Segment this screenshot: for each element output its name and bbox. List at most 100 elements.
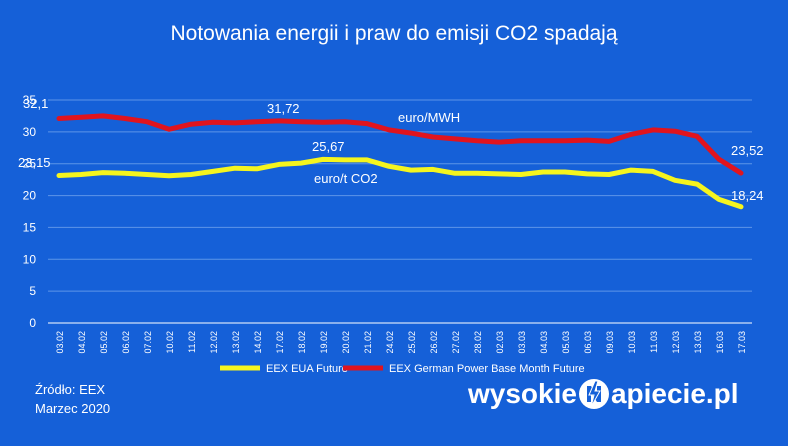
annotation-power-start: 32,1 (23, 96, 48, 111)
y-tick-label: 35 (23, 93, 37, 107)
lightning-n-icon (578, 379, 609, 409)
x-tick-label: 13.02 (231, 331, 241, 354)
brand-logo[interactable]: wysokie apiecie.pl (468, 378, 739, 410)
y-tick-label: 20 (23, 189, 37, 203)
y-tick-labels: 0 5 10 15 20 25 30 35 (23, 93, 37, 330)
data-point (718, 158, 720, 160)
data-point (124, 172, 126, 174)
data-point (652, 129, 654, 131)
data-point (542, 140, 544, 142)
x-tick-label: 16.03 (715, 331, 725, 354)
data-point (696, 135, 698, 137)
x-tick-label: 02.03 (495, 331, 505, 354)
x-tick-label: 20.02 (341, 331, 351, 354)
data-point (564, 171, 566, 173)
data-point (476, 140, 478, 142)
data-point (146, 174, 148, 176)
data-point (498, 141, 500, 143)
data-point (410, 132, 412, 134)
data-point (388, 165, 390, 167)
x-tick-label: 12.03 (671, 331, 681, 354)
data-point (212, 121, 214, 123)
data-point (234, 122, 236, 124)
data-point (630, 169, 632, 171)
x-tick-label: 10.03 (627, 331, 637, 354)
data-point (520, 174, 522, 176)
data-point (542, 171, 544, 173)
x-tick-label: 04.02 (77, 331, 87, 354)
data-point (146, 121, 148, 123)
x-tick-label: 28.02 (473, 331, 483, 354)
data-point (234, 167, 236, 169)
data-point (432, 136, 434, 138)
x-tick-label: 13.03 (693, 331, 703, 354)
data-point (388, 129, 390, 131)
data-point (366, 159, 368, 161)
data-point (586, 139, 588, 141)
x-tick-label: 21.02 (363, 331, 373, 354)
data-point (718, 198, 720, 200)
source-note: Źródło: EEX Marzec 2020 (35, 380, 110, 418)
x-tick-label: 05.02 (99, 331, 109, 354)
y-tick-label: 0 (29, 316, 36, 330)
data-point (80, 174, 82, 176)
data-point (586, 173, 588, 175)
brand-text-part2: apiecie.pl (610, 378, 739, 409)
data-point (322, 121, 324, 123)
data-point (300, 121, 302, 123)
data-point (190, 174, 192, 176)
x-tick-label: 05.03 (561, 331, 571, 354)
data-point (432, 168, 434, 170)
annotation-power-end: 23,52 (731, 143, 764, 158)
brand-text-part1: wysokie (468, 378, 577, 409)
y-tick-label: 15 (23, 220, 37, 234)
data-point (322, 158, 324, 160)
annotation-eua-unit: euro/t CO2 (314, 171, 378, 186)
data-point (476, 172, 478, 174)
annotation-power-unit: euro/MWH (398, 110, 460, 125)
chart-title: Notowania energii i praw do emisji CO2 s… (170, 22, 618, 45)
data-point (212, 170, 214, 172)
data-point (410, 169, 412, 171)
x-tick-label: 14.02 (253, 331, 263, 354)
data-point (102, 115, 104, 117)
date-line: Marzec 2020 (35, 401, 111, 416)
x-tick-label: 25.02 (407, 331, 417, 354)
x-tick-labels: 03.02 04.02 05.02 06.02 07.02 10.02 11.02 12.02… (55, 331, 747, 354)
data-point (454, 138, 456, 140)
x-tick-label: 07.02 (143, 331, 153, 354)
data-point (674, 130, 676, 132)
series-line-power (56, 113, 744, 176)
data-point (278, 163, 280, 165)
y-tick-label: 5 (29, 284, 36, 298)
x-tick-label: 04.03 (539, 331, 549, 354)
legend: EEX EUA Future EEX German Power Base Mon… (220, 363, 585, 375)
annotation-eua-peak: 25,67 (312, 139, 345, 154)
x-tick-label: 03.03 (517, 331, 527, 354)
legend-label-eua: EEX EUA Future (266, 363, 348, 375)
y-tick-label: 10 (23, 252, 37, 266)
data-point (278, 120, 280, 122)
annotation-eua-end: 18,24 (731, 188, 764, 203)
data-point (124, 117, 126, 119)
data-point (300, 162, 302, 164)
data-point (740, 206, 742, 208)
x-tick-label: 06.02 (121, 331, 131, 354)
data-point (80, 116, 82, 118)
data-point (630, 133, 632, 135)
data-point (344, 159, 346, 161)
x-tick-label: 24.02 (385, 331, 395, 354)
x-tick-label: 12.02 (209, 331, 219, 354)
data-point (256, 121, 258, 123)
data-point (520, 140, 522, 142)
source-line: Źródło: EEX (35, 382, 106, 397)
x-tick-label: 27.02 (451, 331, 461, 354)
series-lines (56, 113, 744, 210)
data-point (674, 179, 676, 181)
data-point (454, 172, 456, 174)
annotation-eua-start: 23,15 (18, 155, 51, 170)
data-point (190, 123, 192, 125)
x-tick-label: 18.02 (297, 331, 307, 354)
x-tick-label: 09.03 (605, 331, 615, 354)
